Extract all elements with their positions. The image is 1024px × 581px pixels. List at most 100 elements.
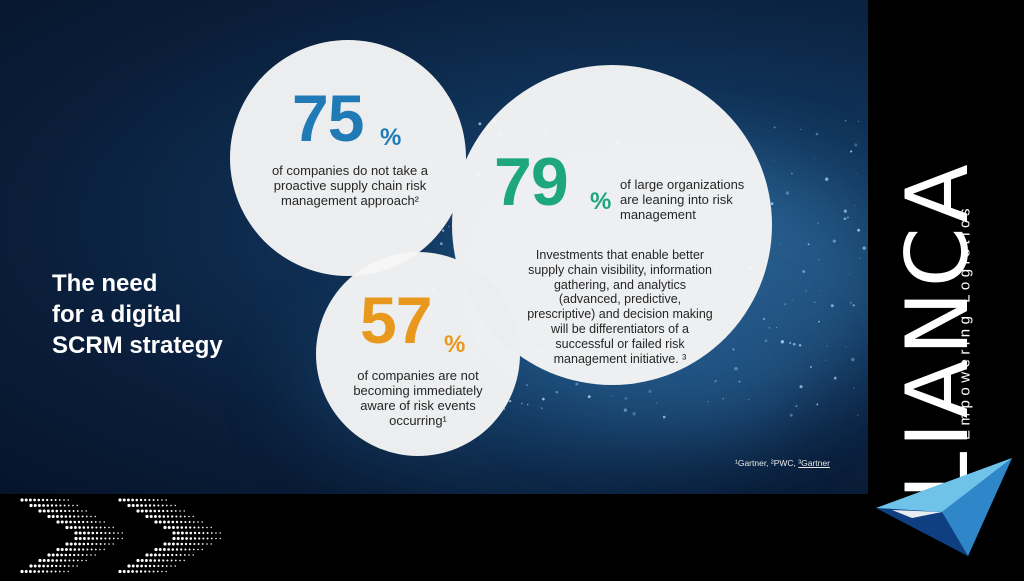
- chevron-dot: [56, 520, 60, 524]
- chevron-dot: [58, 570, 61, 573]
- sparkle: [624, 397, 628, 400]
- chevron-dot: [73, 520, 77, 524]
- chevron-dot: [74, 536, 78, 541]
- sparkle: [542, 397, 545, 401]
- stat-number-75: 75: [292, 81, 364, 155]
- sparkle: [779, 243, 781, 245]
- chevron-dot: [215, 537, 217, 540]
- chevron-dot: [176, 536, 180, 541]
- chevron-dot: [33, 498, 36, 502]
- sparkle: [791, 299, 793, 301]
- chevron-dot: [64, 520, 68, 524]
- chevron-dot: [167, 548, 170, 551]
- sparkle: [768, 327, 771, 329]
- chevron-dot: [100, 531, 103, 535]
- chevron-dot: [68, 509, 71, 513]
- chevron-dot: [158, 547, 162, 552]
- sparkle: [611, 395, 614, 397]
- sparkle: [826, 345, 828, 347]
- chevron-dot: [60, 515, 63, 518]
- chevron-dot: [60, 553, 63, 557]
- sparkle: [623, 408, 628, 412]
- sparkle: [648, 389, 652, 394]
- chevron-dot: [166, 509, 169, 513]
- chevron-dot: [131, 570, 134, 573]
- chevron-dot: [144, 570, 147, 573]
- chevron-dot: [166, 559, 169, 562]
- chevron-dot: [51, 509, 54, 513]
- sparkle: [764, 339, 768, 343]
- chevron-dot: [99, 543, 102, 545]
- sparkle: [816, 403, 819, 406]
- chevron-dot: [81, 554, 84, 556]
- chevron-dot: [210, 543, 212, 545]
- chevron-dot: [67, 504, 70, 507]
- sparkle: [762, 317, 766, 321]
- chevron-dot: [103, 521, 105, 523]
- chevron-dot: [76, 510, 79, 512]
- chevron-dot: [55, 515, 59, 518]
- sparkle: [856, 414, 859, 416]
- sparkle: [632, 412, 636, 416]
- chevron-dot: [131, 498, 134, 502]
- chevron-dot: [157, 564, 160, 568]
- chevron-dot: [210, 526, 212, 529]
- sparkle: [521, 402, 523, 405]
- chevron-dot: [68, 515, 72, 518]
- chevron-dot: [50, 570, 53, 573]
- chevron-dot: [162, 520, 166, 524]
- chevron-dot: [50, 504, 54, 507]
- sparkle: [551, 419, 553, 421]
- chevron-dot: [140, 564, 143, 568]
- stat-circle-75: [230, 40, 466, 276]
- sparkle: [859, 258, 860, 260]
- sparkle: [818, 320, 820, 323]
- chevron-dot: [202, 531, 205, 535]
- chevron-dot: [139, 498, 143, 502]
- chevron-dot: [185, 537, 188, 540]
- chevron-dot: [72, 565, 74, 567]
- chevron-dot: [171, 520, 175, 524]
- circle-overlaps: [452, 65, 520, 385]
- sparkle: [539, 406, 540, 408]
- sparkle: [713, 381, 716, 383]
- chevron-dot: [69, 525, 73, 530]
- chevron-dot: [37, 564, 41, 568]
- chevron-dot: [144, 509, 148, 513]
- chevron-dot: [59, 509, 63, 513]
- chevron-dot: [63, 504, 66, 507]
- chevron-dot: [121, 532, 123, 534]
- chevron-dot: [171, 553, 174, 557]
- sparkle: [656, 402, 658, 404]
- chevron-dot: [219, 532, 221, 534]
- chevron-dot: [135, 564, 139, 568]
- sparkle: [555, 391, 559, 394]
- chevron-dot: [118, 498, 122, 502]
- chevron-dot: [197, 521, 199, 523]
- sparkle: [540, 407, 543, 410]
- chevron-dot: [161, 499, 163, 501]
- sparkle: [855, 205, 857, 207]
- chevron-dot: [136, 558, 140, 563]
- chevron-dot: [193, 542, 196, 546]
- sparkle: [815, 132, 819, 136]
- sparkle: [800, 128, 802, 130]
- chevron-dot: [86, 548, 89, 551]
- stat-percent-75: %: [380, 124, 402, 151]
- chevron-dot: [152, 570, 155, 573]
- chevron-dot: [46, 509, 50, 513]
- stat-text-57: of companies are not becoming immediatel…: [353, 368, 483, 428]
- chevron-dot: [72, 504, 74, 507]
- chevron-dot: [90, 521, 93, 523]
- chevron-dot: [59, 504, 62, 507]
- chevron-dot: [149, 514, 153, 519]
- chevron-dot: [206, 526, 208, 529]
- chevron-dot: [82, 526, 86, 529]
- chevron-dot: [41, 498, 45, 502]
- chevron-dot: [29, 503, 33, 508]
- chevron-dot: [175, 515, 178, 518]
- chevron-dot: [82, 542, 86, 546]
- chevron-dot: [165, 565, 168, 567]
- chevron-dot: [104, 531, 107, 535]
- chevron-dot: [78, 531, 82, 535]
